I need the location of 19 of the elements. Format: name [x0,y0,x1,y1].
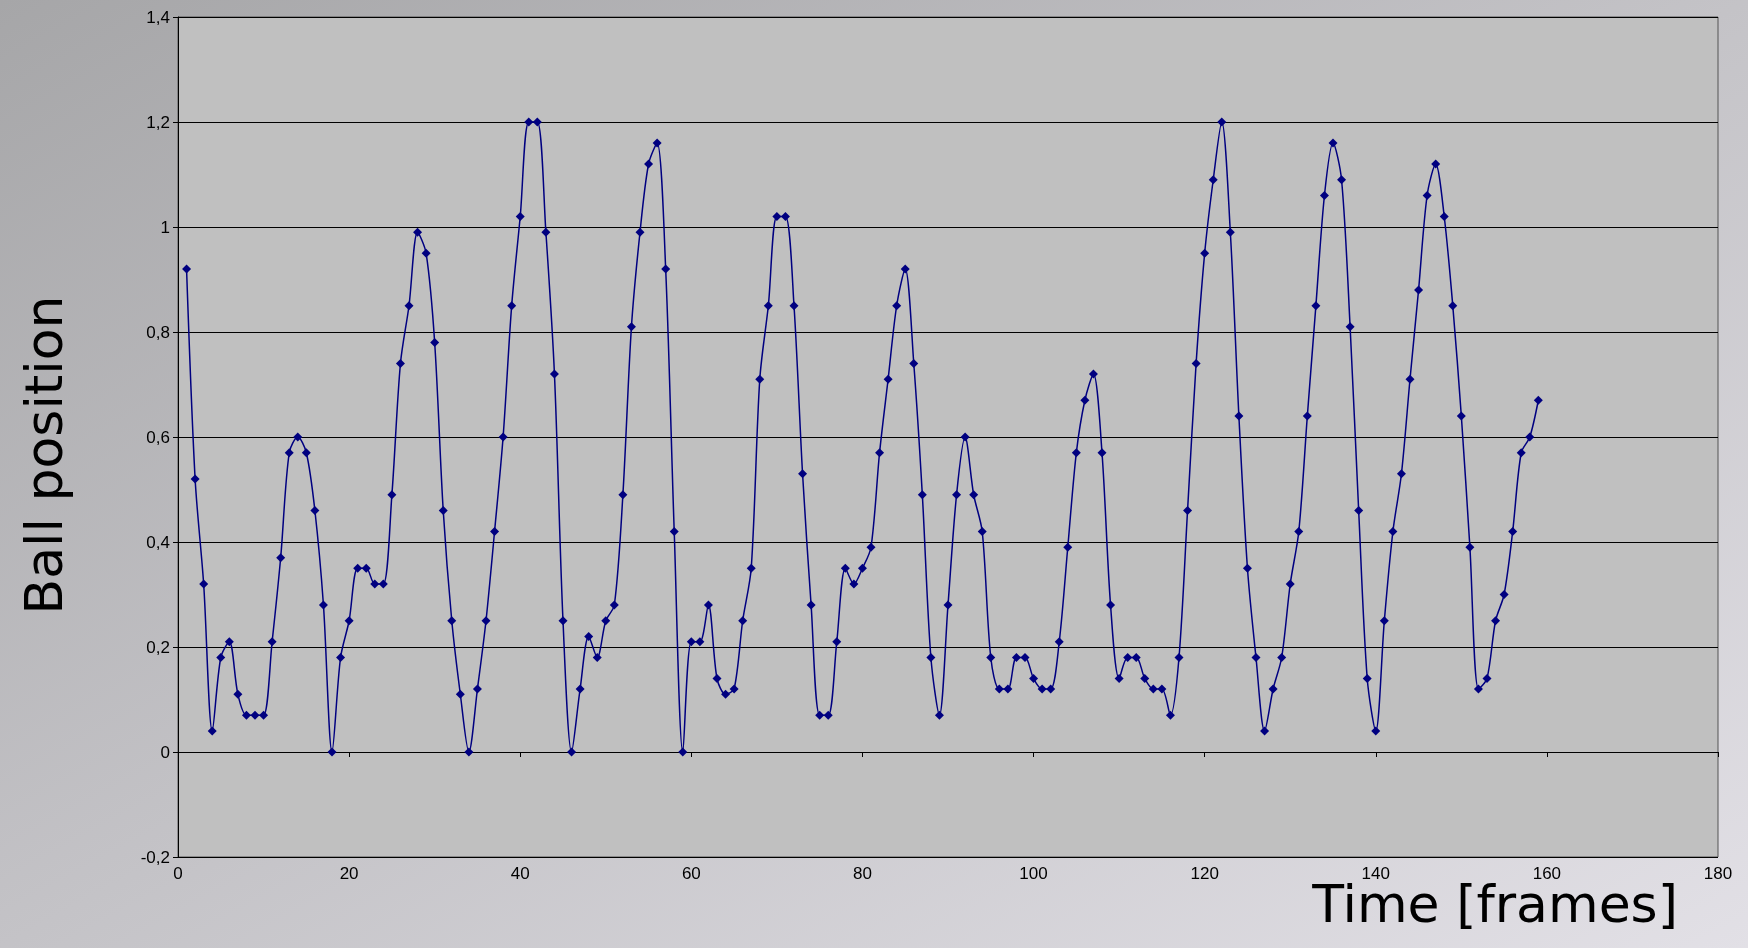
y-tick-label: 1 [160,217,170,237]
y-tick-label: 0 [160,742,170,762]
y-axis-title: Ball position [14,295,74,615]
x-tick-label: 60 [681,864,701,883]
x-tick-label: 40 [510,864,530,883]
x-tick-label: 100 [1019,864,1048,883]
y-tick-label: 0,6 [146,427,170,447]
x-tick-label: 20 [339,864,359,883]
y-tick-label: 1,4 [146,7,170,27]
y-tick-label: 0,2 [146,637,170,657]
x-tick-label: 160 [1532,864,1562,883]
x-tick-label: 0 [173,864,183,883]
y-tick-label: 0,8 [146,322,170,342]
y-tick-label: 1,2 [146,112,170,132]
x-tick-label: 120 [1190,864,1219,883]
x-tick-label: 80 [852,864,872,883]
y-tick-label: 0,4 [146,532,170,552]
x-tick-label: 180 [1703,864,1733,883]
y-tick-label: -0,2 [140,847,170,867]
